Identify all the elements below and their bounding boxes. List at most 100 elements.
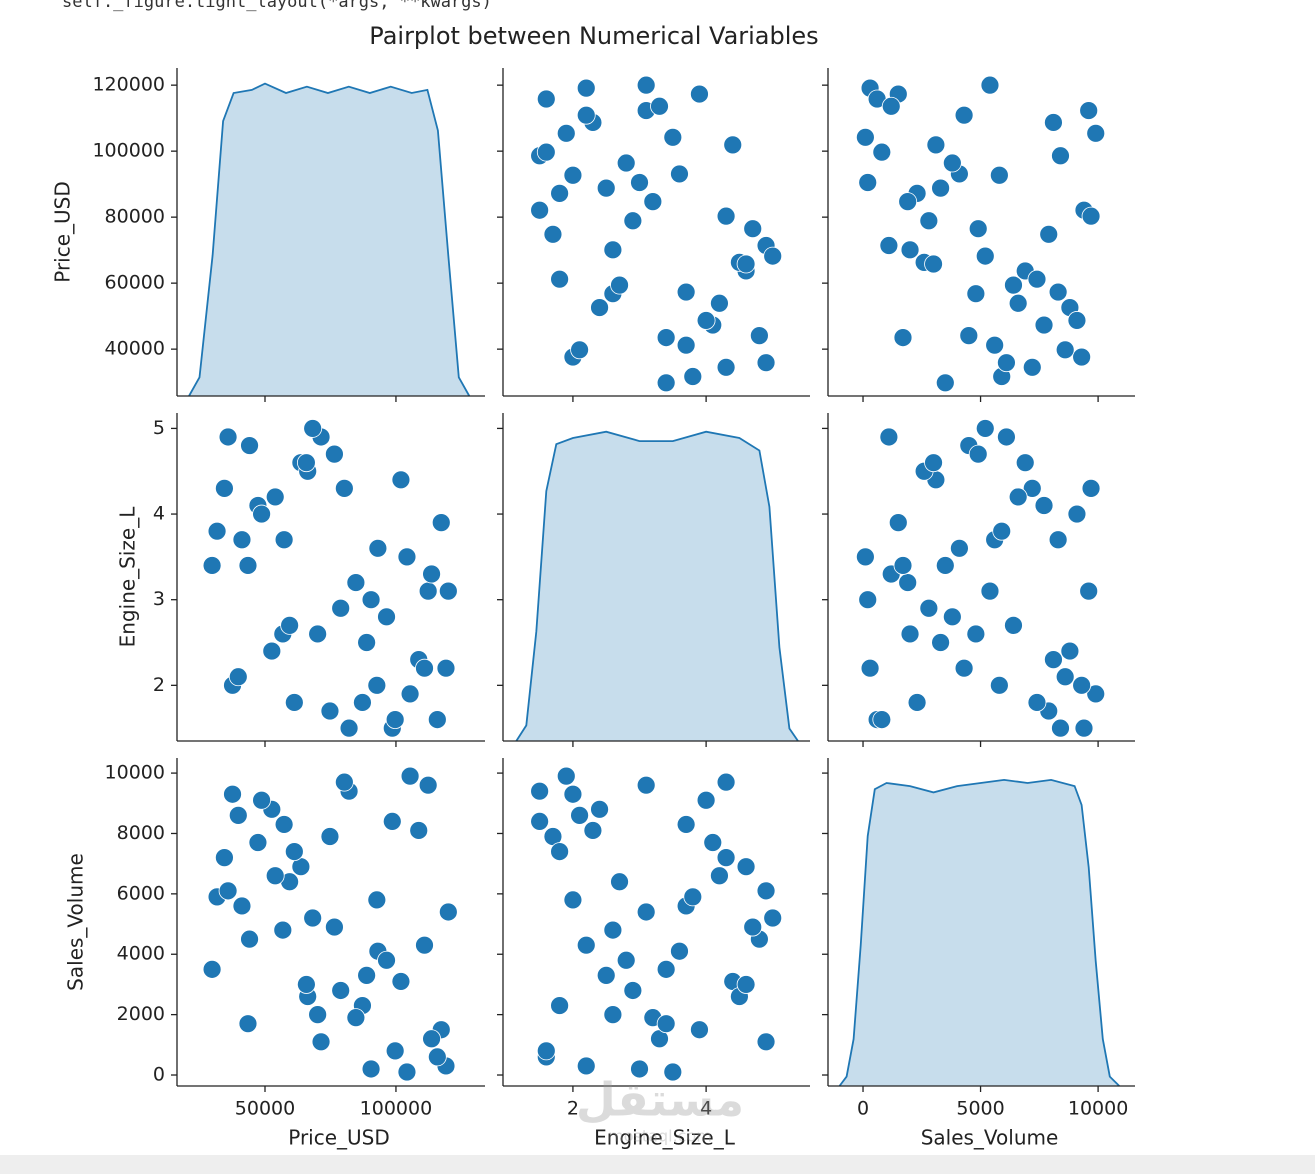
scatter-point — [736, 254, 756, 274]
scatter-point — [331, 598, 351, 618]
scatter-point — [855, 547, 875, 567]
scatter-point — [228, 667, 248, 687]
scatter-point — [228, 805, 248, 825]
y-tick-label: 10000 — [105, 762, 165, 784]
y-tick-label: 2000 — [117, 1003, 165, 1025]
scatter-point — [596, 965, 616, 985]
scatter-point — [997, 353, 1016, 373]
scatter-point — [858, 173, 878, 192]
scatter-point — [888, 513, 908, 533]
scatter-point — [650, 96, 669, 116]
scatter-point — [368, 538, 388, 558]
scatter-point — [1048, 282, 1068, 302]
y-tick-label: 8000 — [117, 822, 165, 844]
scatter-point — [252, 790, 271, 810]
kde-line — [515, 430, 799, 742]
scatter-point — [409, 821, 429, 840]
scatter-point — [670, 164, 689, 184]
scatter-point — [563, 784, 583, 804]
scatter-point — [284, 693, 304, 712]
scatter-point — [959, 326, 979, 346]
scatter-point — [954, 658, 974, 678]
scatter-point — [218, 881, 238, 901]
scatter-point — [303, 419, 323, 438]
watermark-site: mostaql.com — [608, 1127, 712, 1146]
scatter-point — [296, 975, 316, 994]
scatter-point — [436, 658, 456, 678]
watermark: مستقل — [576, 1073, 744, 1127]
scatter-point — [325, 444, 344, 464]
scatter-point — [690, 1020, 709, 1040]
scatter-point — [716, 206, 736, 226]
scatter-point — [710, 293, 729, 313]
y-tick-label: 4000 — [117, 943, 165, 965]
scatter-point — [1055, 340, 1075, 360]
scatter-point — [334, 772, 354, 792]
scatter-point — [736, 857, 756, 877]
scatter-point — [252, 504, 271, 524]
scatter-point — [935, 373, 955, 393]
scatter-point — [218, 427, 238, 447]
scatter-point — [743, 219, 763, 239]
x-tick-label: 0 — [857, 1098, 869, 1120]
scatter-point — [422, 564, 441, 584]
scatter-point — [931, 633, 950, 652]
scatter-point — [966, 284, 986, 304]
scatter-point — [550, 842, 570, 861]
scatter-point — [893, 556, 913, 575]
scatter-point — [623, 211, 643, 231]
y-tick-label: 40000 — [105, 338, 165, 360]
scatter-point — [590, 298, 609, 317]
x-tick-label: 5000 — [956, 1098, 1004, 1120]
warning-text: self._figure.tight_layout(*args, **kwarg… — [62, 0, 492, 12]
scatter-point — [1027, 693, 1047, 712]
scatter-point — [320, 827, 340, 846]
scatter-point — [576, 105, 596, 125]
scatter-point — [385, 1041, 405, 1061]
scatter-point — [610, 275, 629, 295]
scatter-point — [756, 353, 776, 373]
scatter-point — [968, 219, 988, 239]
scatter-point — [968, 444, 988, 464]
scatter-point — [603, 1005, 623, 1025]
scatter-point — [296, 453, 316, 473]
scatter-point — [616, 153, 636, 173]
scatter-point — [576, 935, 596, 955]
scatter-point — [530, 200, 550, 220]
scatter-point — [357, 965, 377, 985]
scatter-point — [265, 487, 285, 507]
scatter-point — [716, 848, 736, 868]
scatter-point — [1004, 275, 1023, 295]
scatter-point — [656, 373, 676, 393]
y-tick-label: 3 — [153, 588, 165, 610]
scatter-point — [1072, 675, 1092, 695]
scatter-point — [238, 1014, 258, 1034]
scatter-point — [756, 881, 776, 901]
kde-line — [838, 778, 1120, 1087]
scatter-point — [427, 710, 447, 729]
scatter-point — [367, 675, 387, 695]
scatter-point — [1044, 650, 1063, 670]
scatter-point — [346, 573, 366, 592]
scatter-point — [334, 478, 354, 498]
scatter-point — [992, 521, 1012, 541]
scatter-point — [872, 710, 892, 729]
scatter-point — [900, 624, 920, 644]
y-tick-label: 2 — [153, 674, 165, 696]
scatter-point — [391, 470, 411, 490]
scatter-point — [879, 427, 899, 447]
scatter-point — [966, 624, 986, 644]
scatter-point — [1081, 206, 1101, 226]
scatter-point — [596, 178, 616, 198]
scatter-point — [1086, 123, 1106, 143]
scatter-point — [989, 675, 1009, 695]
scatter-point — [1015, 453, 1035, 473]
scatter-point — [576, 1056, 596, 1076]
kde-area — [189, 83, 470, 396]
scatter-point — [418, 775, 438, 795]
scatter-point — [1072, 347, 1092, 367]
scatter-point — [756, 1032, 776, 1052]
